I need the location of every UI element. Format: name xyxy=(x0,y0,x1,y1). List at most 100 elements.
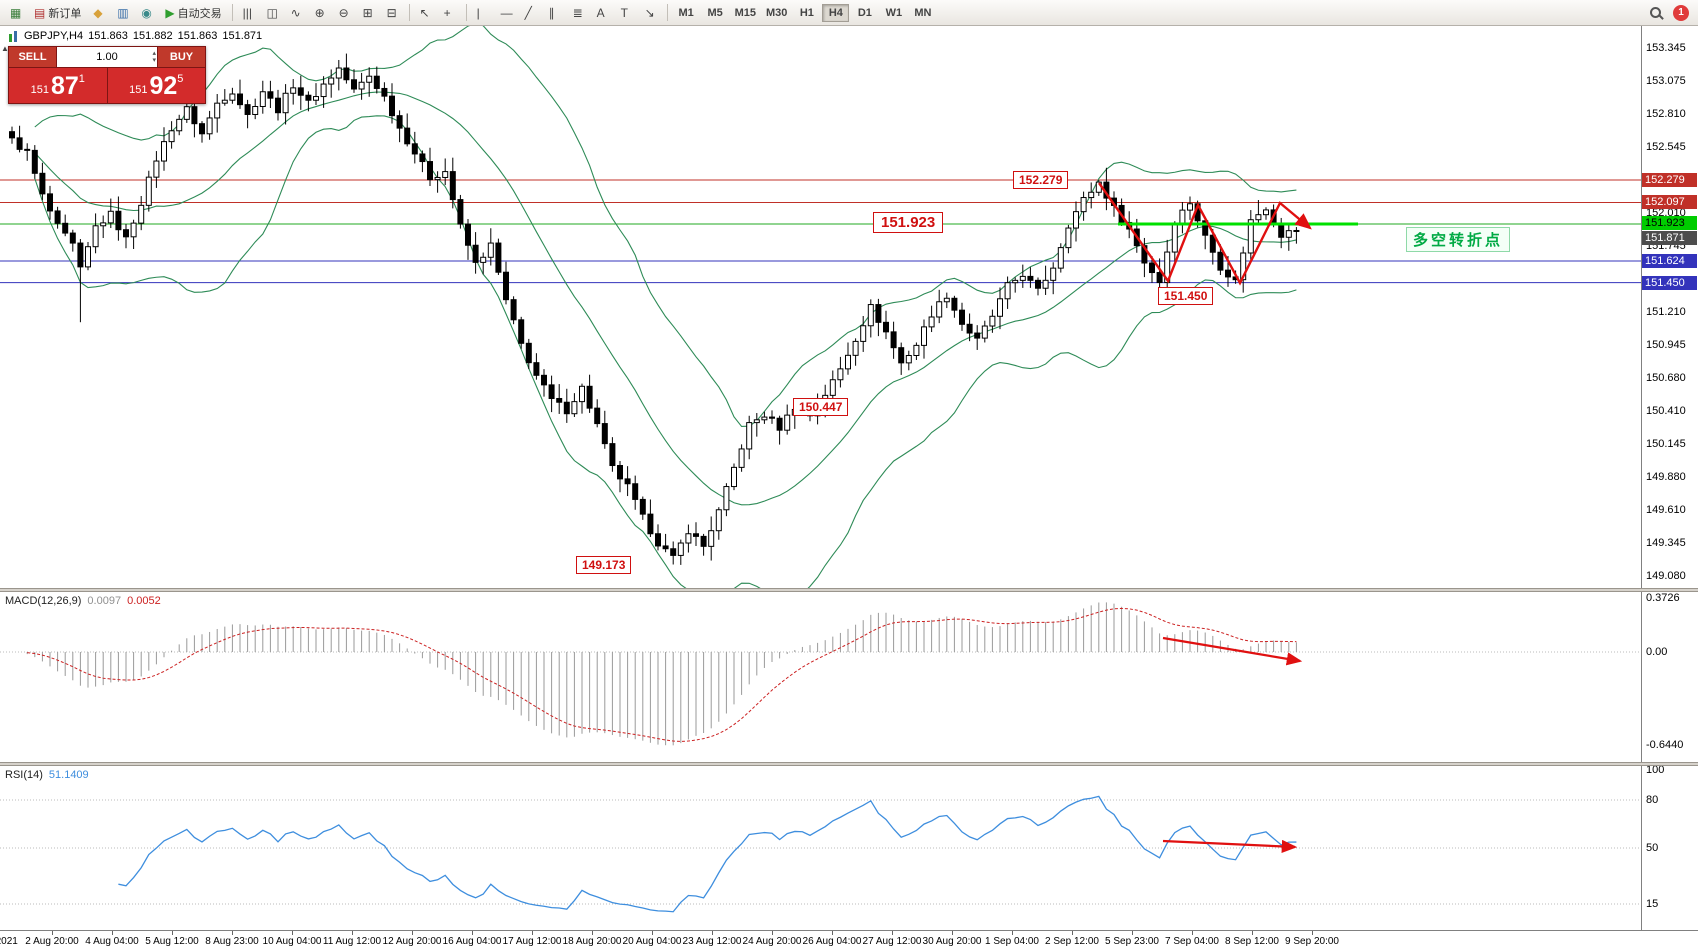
bar-chart-button[interactable]: ||| xyxy=(238,3,260,23)
price-callout[interactable]: 152.279 xyxy=(1013,171,1069,189)
time-tick xyxy=(1132,931,1133,935)
buy-price-prefix: 151 xyxy=(129,83,148,96)
arrow-objects-button[interactable]: ↘ xyxy=(640,3,662,23)
channel-button[interactable]: ∥ xyxy=(544,3,566,23)
label-button[interactable]: T xyxy=(616,3,638,23)
refresh-button[interactable]: ◉ xyxy=(136,3,158,23)
timeframe-h4-button[interactable]: H4 xyxy=(822,3,850,22)
price-tick-label: 149.880 xyxy=(1646,470,1686,483)
timeframe-w1-button[interactable]: W1 xyxy=(885,6,903,19)
time-label: 2 Sep 12:00 xyxy=(1045,936,1099,947)
zoom-out-button[interactable]: ⊖ xyxy=(334,3,356,23)
line-chart-button[interactable]: ∿ xyxy=(286,3,308,23)
arrange-windows-icon: ⊟ xyxy=(386,5,397,20)
timeframe-m1-button[interactable]: M1 xyxy=(678,6,694,19)
price-zigzag-arrow xyxy=(1098,182,1312,286)
time-tick xyxy=(352,931,353,935)
new-chart-button[interactable]: ▦ xyxy=(5,3,27,23)
bollinger-band xyxy=(34,91,1297,506)
favorites-button[interactable]: ◆ xyxy=(88,3,110,23)
time-tick xyxy=(172,931,173,935)
cursor-button[interactable]: ↖ xyxy=(415,3,437,23)
vertical-line-icon: | xyxy=(476,5,480,20)
auto-trading-button[interactable]: ▶ 自动交易 xyxy=(160,3,226,23)
vertical-line-button[interactable]: | xyxy=(472,3,494,23)
fibonacci-button[interactable]: ≣ xyxy=(568,3,590,23)
price-tick-label: 153.345 xyxy=(1646,42,1686,54)
rsi-header: RSI(14) 51.1409 xyxy=(5,769,89,781)
cursor-icon: ↖ xyxy=(419,5,430,20)
tile-windows-button[interactable]: ⊞ xyxy=(358,3,380,23)
time-label: 2 Aug 20:00 xyxy=(25,936,79,947)
time-axis[interactable]: 30 Jul 2021 2 Aug 20:00 4 Aug 04:00 5 Aug 1… xyxy=(0,930,1698,949)
one-click-trading-panel: SELL 1.00 ▴ ▾ BUY 151 87 1 151 92 5 xyxy=(8,46,206,104)
ohlc-high: 151.882 xyxy=(132,30,173,42)
trendline-icon: ╱ xyxy=(524,5,532,20)
rsi-trend-arrow xyxy=(1162,839,1298,853)
crosshair-icon: + xyxy=(443,5,451,20)
arrange-windows-button[interactable]: ⊟ xyxy=(382,3,404,23)
bollinger-band xyxy=(34,115,1297,588)
overlay-objects xyxy=(1098,182,1358,853)
price-line-label: 152.097 xyxy=(1642,195,1697,209)
pane-separator-macd[interactable] xyxy=(0,588,1698,592)
time-label: 5 Aug 12:00 xyxy=(145,936,199,947)
market-watch-button[interactable]: ▥ xyxy=(112,3,134,23)
volume-field[interactable]: 1.00 ▴ ▾ xyxy=(57,47,157,67)
new-chart-icon: ▦ xyxy=(10,5,22,20)
price-tick-label: 149.610 xyxy=(1646,504,1686,517)
ohlc-open: 151.863 xyxy=(88,30,128,42)
volume-up-button[interactable]: ▴ xyxy=(152,50,156,57)
toolbar-separator xyxy=(666,4,668,21)
indicator-axis-label: 80 xyxy=(1646,794,1659,806)
time-tick xyxy=(592,931,593,935)
toolbar-separator xyxy=(231,4,233,21)
buy-button[interactable]: BUY xyxy=(158,47,205,67)
horizontal-line-button[interactable]: — xyxy=(496,3,518,23)
market-watch-icon: ▥ xyxy=(117,5,129,20)
macd-value-main: 0.0097 xyxy=(87,595,122,607)
price-callout[interactable]: 149.173 xyxy=(576,556,632,574)
timeframe-h1-button[interactable]: H1 xyxy=(799,6,814,19)
text-button[interactable]: A xyxy=(592,3,614,23)
main-pane xyxy=(0,26,1641,588)
pane-separator-rsi[interactable] xyxy=(0,762,1698,766)
time-tick xyxy=(652,931,653,935)
time-tick xyxy=(232,931,233,935)
timeframe-m30-button[interactable]: M30 xyxy=(765,6,788,19)
indicator-axis-label: 0.3726 xyxy=(1646,592,1680,604)
price-callout[interactable]: 150.447 xyxy=(793,398,849,416)
indicator-axis-label: 100 xyxy=(1646,764,1665,776)
price-axis[interactable]: 153.345 153.075 152.810 152.545 152.010 151.7… xyxy=(1641,26,1698,930)
volume-down-button[interactable]: ▾ xyxy=(152,57,156,64)
new-order-button[interactable]: ▤ 新订单 xyxy=(29,3,86,23)
chart-plot[interactable] xyxy=(0,26,1641,930)
timeframe-d1-button[interactable]: D1 xyxy=(857,6,872,19)
candlestick-chart-button[interactable]: ◫ xyxy=(262,3,284,23)
time-tick xyxy=(112,931,113,935)
sell-price[interactable]: 151 87 1 xyxy=(9,68,107,103)
search-icon[interactable] xyxy=(1650,7,1661,18)
time-label: 20 Aug 04:00 xyxy=(622,936,682,947)
timeframe-m15-button[interactable]: M15 xyxy=(734,6,756,19)
price-callout[interactable]: 151.450 xyxy=(1158,287,1214,305)
price-tick-label: 150.410 xyxy=(1646,405,1686,418)
chart-annotation[interactable]: 多空转折点 xyxy=(1406,227,1511,252)
trade-panel-toggle-icon[interactable]: ▲ xyxy=(1,44,9,53)
buy-price-big: 92 xyxy=(149,71,178,100)
price-callout[interactable]: 151.923 xyxy=(873,212,944,233)
notification-badge[interactable]: 1 xyxy=(1673,4,1689,21)
sell-button[interactable]: SELL xyxy=(9,47,56,67)
arrow-objects-icon: ↘ xyxy=(644,5,655,20)
timeframe-mn-button[interactable]: MN xyxy=(914,6,932,19)
time-label: 1 Sep 04:00 xyxy=(985,936,1039,947)
fibonacci-icon: ≣ xyxy=(572,5,583,20)
symbol-ohlc-header: GBPJPY,H4 151.863 151.882 151.863 151.87… xyxy=(8,30,262,42)
macd-title: MACD(12,26,9) xyxy=(5,595,82,607)
buy-price[interactable]: 151 92 5 xyxy=(107,68,205,103)
trendline-button[interactable]: ╱ xyxy=(520,3,542,23)
crosshair-button[interactable]: + xyxy=(439,3,461,23)
zoom-in-button[interactable]: ⊕ xyxy=(310,3,332,23)
timeframe-m5-button[interactable]: M5 xyxy=(707,6,723,19)
macd-signal-line xyxy=(27,607,1297,742)
